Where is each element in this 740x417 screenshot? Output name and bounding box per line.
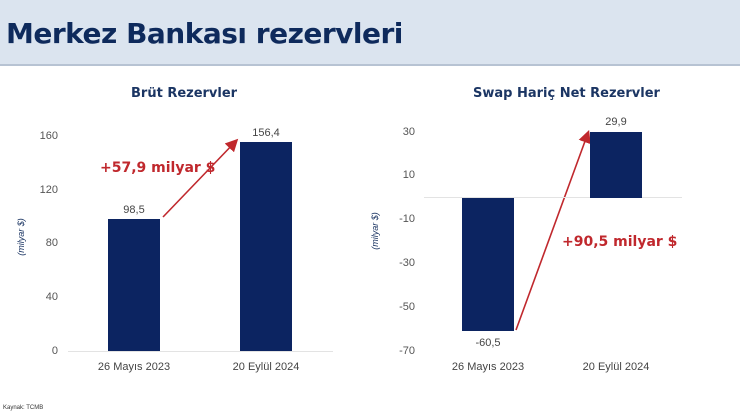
y-tick: 80	[45, 237, 58, 249]
zero-line	[424, 197, 682, 198]
bar-may-2023	[108, 219, 160, 351]
y-tick: 120	[39, 184, 58, 196]
bar-value-label: -60,5	[475, 337, 501, 349]
bar-value-label: 156,4	[252, 127, 280, 139]
x-tick: 20 Eylül 2024	[232, 361, 300, 373]
y-tick: 160	[39, 130, 58, 142]
x-tick: 20 Eylül 2024	[582, 361, 650, 373]
change-annotation: +90,5 milyar $	[562, 234, 678, 250]
page-title: Merkez Bankası rezervleri	[6, 17, 403, 50]
bar-sep-2024	[240, 142, 292, 351]
y-tick: 40	[45, 291, 58, 303]
y-tick: 10	[402, 169, 415, 181]
y-tick: -30	[399, 257, 415, 269]
bar-sep-2024	[590, 132, 642, 198]
bar-may-2023	[462, 198, 514, 331]
change-annotation: +57,9 milyar $	[100, 160, 216, 176]
y-tick: -50	[399, 301, 415, 313]
source-note: Kaynak: TCMB	[3, 405, 44, 411]
y-axis-label: (milyar $)	[369, 212, 380, 250]
y-tick: 0	[51, 345, 58, 357]
bar-value-label: 98,5	[123, 204, 145, 216]
chart-title: Swap Hariç Net Rezervler	[473, 86, 660, 101]
page-header: Merkez Bankası rezervleri	[0, 0, 740, 66]
chart-title: Brüt Rezervler	[131, 86, 238, 101]
x-axis-line	[68, 351, 333, 352]
y-tick: -70	[399, 345, 415, 357]
x-tick: 26 Mayıs 2023	[97, 361, 171, 373]
y-tick: 30	[402, 126, 415, 138]
bar-value-label: 29,9	[605, 116, 627, 128]
x-tick: 26 Mayıs 2023	[451, 361, 525, 373]
y-tick: -10	[399, 213, 415, 225]
